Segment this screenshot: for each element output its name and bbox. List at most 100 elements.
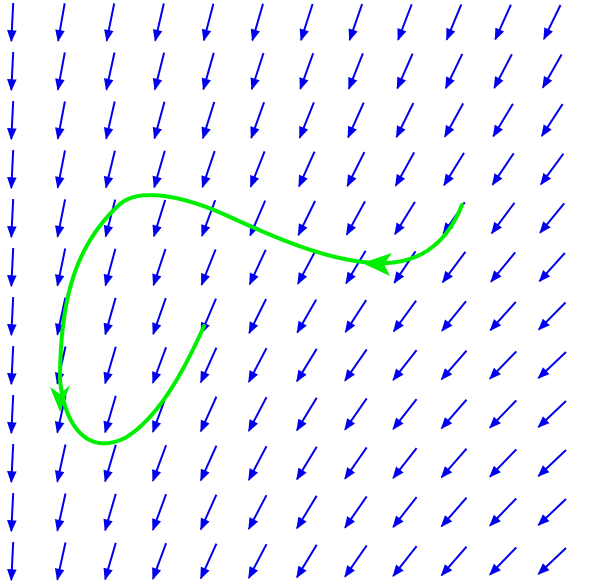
field-arrow <box>7 199 17 239</box>
field-arrow <box>392 349 418 381</box>
field-arrow <box>199 445 218 482</box>
field-arrow <box>347 102 365 139</box>
field-arrow <box>537 301 567 331</box>
field-arrow <box>152 150 166 189</box>
field-arrow <box>296 397 318 432</box>
field-arrow <box>7 444 17 484</box>
field-arrow <box>7 52 17 92</box>
field-arrow <box>537 351 567 379</box>
field-arrow <box>492 103 514 138</box>
field-arrow <box>152 3 165 42</box>
field-arrow <box>490 251 516 283</box>
field-arrow <box>397 3 413 41</box>
field-arrow <box>440 399 468 430</box>
field-arrow <box>298 151 316 188</box>
field-arrow <box>392 545 418 577</box>
field-arrow <box>151 444 168 483</box>
field-arrow <box>299 3 314 42</box>
field-arrow <box>249 200 267 237</box>
field-arrow <box>445 4 463 41</box>
field-arrow <box>441 300 467 332</box>
field-arrow <box>151 346 168 385</box>
field-arrow <box>103 248 117 287</box>
field-arrow <box>250 52 265 91</box>
field-arrow <box>494 4 512 41</box>
field-arrow <box>247 347 268 383</box>
field-arrow <box>540 153 565 186</box>
field-arrow <box>493 53 513 89</box>
field-arrow <box>151 493 168 532</box>
field-arrow <box>54 493 67 532</box>
field-arrow <box>7 542 17 582</box>
field-arrow <box>103 346 117 385</box>
field-arrow <box>543 4 562 41</box>
field-arrow <box>296 544 318 579</box>
field-arrow <box>103 542 117 581</box>
field-arrow <box>7 493 17 533</box>
field-arrow <box>54 542 67 581</box>
field-arrow <box>296 446 318 481</box>
field-arrow <box>103 444 117 483</box>
field-arrow <box>152 199 167 238</box>
field-arrow <box>199 543 218 580</box>
field-arrow <box>490 202 516 235</box>
field-arrow <box>489 350 518 380</box>
field-arrow <box>489 301 517 332</box>
field-arrow <box>344 446 368 480</box>
field-arrow <box>440 497 468 528</box>
field-arrow <box>538 252 566 283</box>
field-arrow <box>199 396 218 433</box>
field-arrow <box>54 444 67 483</box>
field-arrow <box>103 150 116 189</box>
field-arrow <box>201 150 216 189</box>
field-arrow <box>489 448 518 478</box>
field-arrow <box>440 448 468 479</box>
field-arrow <box>152 297 167 336</box>
field-arrow <box>248 298 267 335</box>
field-arrow <box>346 151 366 188</box>
field-arrow <box>55 52 66 91</box>
field-arrow <box>249 151 266 188</box>
field-arrow <box>345 200 366 236</box>
field-arrow <box>103 101 116 140</box>
field-arrow <box>392 447 418 479</box>
field-arrow <box>199 347 218 384</box>
field-arrow <box>200 249 217 286</box>
field-arrow <box>247 445 268 481</box>
field-arrow <box>103 297 117 336</box>
field-arrow <box>392 300 417 333</box>
field-arrow <box>7 346 17 386</box>
field-arrow <box>537 449 567 477</box>
field-arrow <box>344 348 368 382</box>
field-arrow <box>247 543 268 579</box>
trajectory-arrowhead-left <box>362 253 392 276</box>
field-arrow <box>201 199 217 238</box>
field-arrow <box>55 150 66 189</box>
field-arrow <box>250 3 264 42</box>
field-arrow <box>296 348 318 383</box>
field-arrow <box>345 250 367 285</box>
field-arrow <box>250 101 266 140</box>
field-arrow <box>7 297 17 337</box>
field-arrow <box>201 101 216 140</box>
field-arrow <box>7 150 17 190</box>
field-arrow <box>489 497 518 527</box>
field-arrow <box>297 249 317 285</box>
field-arrow <box>152 52 166 91</box>
field-arrow <box>540 103 564 138</box>
field-arrow <box>54 248 67 287</box>
field-arrow <box>537 498 567 526</box>
field-arrow <box>7 101 17 141</box>
field-arrow <box>103 395 117 434</box>
field-arrow <box>489 546 518 576</box>
field-arrow <box>491 152 515 186</box>
trajectory-arrowhead-down <box>50 385 70 412</box>
field-arrow <box>201 3 215 42</box>
field-arrow <box>201 52 215 91</box>
field-arrow <box>395 102 415 139</box>
field-arrow <box>347 53 364 90</box>
field-arrow <box>247 396 268 432</box>
field-arrow <box>537 400 567 428</box>
field-arrow <box>104 52 116 91</box>
